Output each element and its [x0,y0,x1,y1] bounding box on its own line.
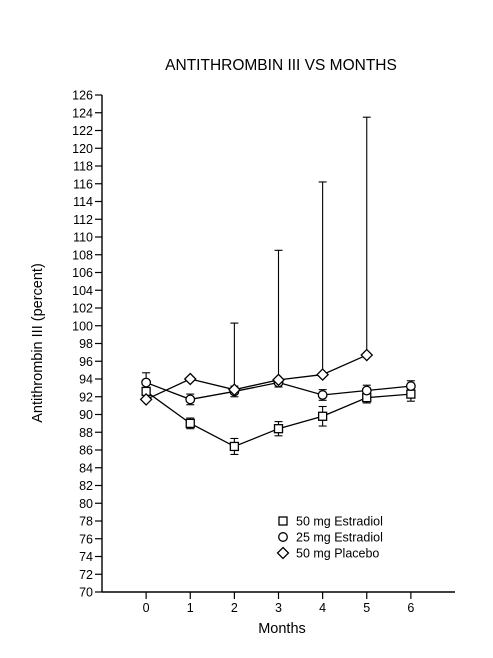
legend-marker-square [278,516,288,526]
y-tick-label: 84 [79,461,93,475]
data-point-square [273,424,284,434]
y-tick-label: 90 [79,408,93,422]
y-tick-label: 118 [73,160,93,174]
x-axis-label: Months [258,621,306,637]
y-tick-label: 96 [79,355,93,369]
data-point-diamond [316,368,330,381]
series-line-diamond [145,354,368,401]
y-tick-label: 76 [79,532,93,546]
y-tick-label: 80 [79,497,93,511]
y-tick-label: 100 [72,319,93,333]
x-tick-label: 6 [407,601,414,615]
data-point-circle [141,377,152,388]
data-point-circle [405,381,416,392]
legend-label: 25 mg Estradiol [296,531,383,545]
y-tick-label: 94 [79,373,93,387]
legend-marker-diamond [276,546,290,560]
data-point-circle [361,385,372,396]
legend-marker-circle [278,532,288,542]
y-tick-label: 74 [79,550,93,564]
y-tick-label: 126 [72,89,93,103]
y-axis-ticks: 70 72 74 76 78 80 82 84 86 88 90 92 94 96 98 100 102 104 1… [72,89,102,600]
series-square-errorbars [142,383,415,455]
series-diamond-errorbars [230,116,371,390]
x-tick-label: 3 [275,601,282,615]
y-tick-label: 120 [72,142,93,156]
data-point-diamond [360,348,374,362]
y-tick-label: 106 [72,266,93,280]
x-axis-ticks: 0 1 2 3 4 5 6 [143,592,414,615]
y-tick-label: 114 [73,195,93,209]
x-tick-label: 1 [187,601,194,615]
y-tick-label: 124 [72,106,93,120]
data-point-diamond [183,372,197,386]
series-square-points [141,386,416,452]
y-tick-label: 86 [79,444,93,458]
data-point-square [406,389,416,399]
y-tick-label: 70 [79,586,93,600]
y-tick-label: 88 [79,426,93,440]
y-tick-label: 104 [72,284,93,298]
legend: 50 mg Estradiol 25 mg Estradiol 50 mg Plac… [276,515,383,561]
series-diamond-points [139,348,374,406]
y-tick-label: 102 [72,302,93,316]
data-point-square [185,418,195,429]
data-point-diamond [272,373,285,387]
x-tick-label: 4 [319,601,326,615]
x-tick-label: 0 [143,601,150,615]
legend-label: 50 mg Estradiol [296,515,383,529]
y-tick-label: 110 [73,231,93,245]
y-tick-label: 72 [79,568,93,582]
y-tick-label: 116 [73,177,93,191]
chart-title: ANTITHROMBIN III VS MONTHS [165,57,397,74]
legend-label: 50 mg Placebo [296,547,379,561]
y-tick-label: 78 [79,515,93,529]
y-tick-label: 82 [79,479,93,493]
y-axis-label: Antithrombin III (percent) [30,263,46,423]
y-tick-label: 122 [72,124,93,138]
y-tick-label: 108 [72,248,93,262]
data-point-circle [185,394,196,405]
data-point-square [229,441,240,452]
x-tick-label: 5 [363,601,370,615]
x-tick-label: 2 [231,601,238,615]
y-tick-label: 98 [79,337,93,351]
data-point-diamond [139,392,153,406]
data-point-square [317,411,328,421]
plot-area [139,116,416,455]
data-point-diamond [227,383,241,397]
data-point-circle [317,390,328,400]
y-tick-label: 92 [79,390,93,404]
y-tick-label: 112 [73,213,93,227]
